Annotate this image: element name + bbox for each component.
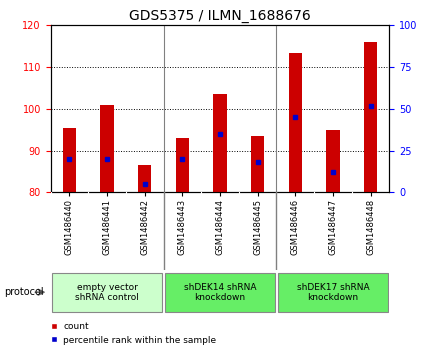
Text: GSM1486442: GSM1486442: [140, 199, 149, 254]
Text: empty vector
shRNA control: empty vector shRNA control: [75, 282, 139, 302]
Bar: [165, 273, 275, 312]
Text: shDEK14 shRNA
knockdown: shDEK14 shRNA knockdown: [184, 282, 256, 302]
Legend: count, percentile rank within the sample: count, percentile rank within the sample: [46, 318, 220, 348]
Text: GSM1486440: GSM1486440: [65, 199, 74, 254]
Text: GSM1486446: GSM1486446: [291, 199, 300, 255]
Text: GSM1486441: GSM1486441: [103, 199, 112, 254]
Title: GDS5375 / ILMN_1688676: GDS5375 / ILMN_1688676: [129, 9, 311, 23]
Bar: [279, 273, 388, 312]
Text: shDEK17 shRNA
knockdown: shDEK17 shRNA knockdown: [297, 282, 369, 302]
Bar: [100, 105, 114, 192]
Bar: [176, 138, 189, 192]
Bar: [289, 53, 302, 192]
Bar: [63, 128, 76, 192]
Text: GSM1486444: GSM1486444: [216, 199, 224, 254]
Bar: [364, 42, 377, 192]
Bar: [138, 165, 151, 192]
Bar: [213, 94, 227, 192]
Text: protocol: protocol: [4, 287, 44, 297]
Text: GSM1486445: GSM1486445: [253, 199, 262, 254]
Text: GSM1486447: GSM1486447: [328, 199, 337, 255]
Text: GSM1486448: GSM1486448: [366, 199, 375, 255]
Bar: [326, 130, 340, 192]
Bar: [251, 136, 264, 192]
Bar: [52, 273, 161, 312]
Text: GSM1486443: GSM1486443: [178, 199, 187, 255]
